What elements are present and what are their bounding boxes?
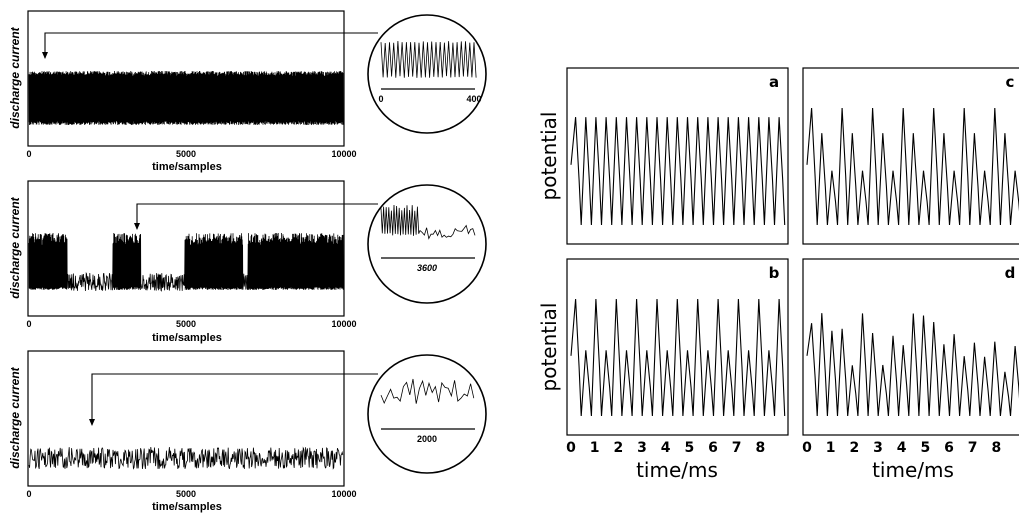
left-middle-pointer-line	[136, 203, 378, 229]
right-left-xtick-8: 8	[755, 440, 765, 456]
left-bottom-inset-circle	[367, 354, 487, 474]
right-right-xtick-4: 4	[897, 440, 907, 456]
left-bottom-plot-frame	[27, 350, 345, 487]
left-middle-plot-frame	[27, 180, 345, 317]
right-right-xtick-1: 1	[826, 440, 836, 456]
right-right-xtick-7: 7	[968, 440, 978, 456]
panel-a-frame	[566, 67, 789, 245]
left-bottom-xtick-0: 0	[26, 489, 31, 499]
left-top-pointer-line	[44, 32, 378, 58]
left-bottom-pointer-arrow	[89, 419, 95, 426]
left-top-xtick-1: 5000	[176, 149, 196, 159]
left-middle-inset-tick: 3600	[417, 263, 437, 273]
left-bottom-xtick-1: 5000	[176, 489, 196, 499]
left-bottom-inset-line	[380, 378, 475, 405]
panel-d-frame	[802, 258, 1019, 436]
right-left-xlabel: time/ms	[636, 458, 718, 482]
left-top-ylabel: discharge current	[8, 26, 22, 128]
right-left-xtick-2: 2	[613, 440, 623, 456]
panel-d-label: d	[1005, 264, 1016, 282]
right-panel-d: d	[802, 258, 1019, 436]
right-right-xtick-2: 2	[849, 440, 859, 456]
left-top-chart: discharge current 0 5000 10000 time/samp…	[8, 10, 487, 173]
right-top-ylabel: potential	[537, 112, 561, 201]
panel-a-label: a	[769, 73, 779, 91]
right-right-xtick-5: 5	[920, 440, 930, 456]
left-top-pointer-arrow	[42, 52, 48, 59]
left-top-xlabel: time/samples	[152, 161, 222, 173]
left-middle-inset-circle	[367, 184, 487, 304]
left-middle-series-line	[28, 232, 344, 292]
left-bottom-xtick-2: 10000	[331, 489, 356, 499]
left-bottom-ylabel: discharge current	[8, 366, 22, 468]
panel-c-series-line	[806, 107, 1019, 226]
left-top-inset-circle	[367, 14, 487, 134]
left-middle-pointer-arrow	[134, 223, 140, 230]
left-middle-xlabel: time/samples	[152, 332, 222, 344]
panel-b-series-line	[570, 298, 786, 417]
right-right-xtick-0: 0	[802, 440, 812, 456]
panel-d-series-line	[806, 313, 1019, 417]
left-top-series-line	[28, 70, 344, 126]
left-middle-xtick-1: 5000	[176, 319, 196, 329]
left-middle-xtick-2: 10000	[331, 319, 356, 329]
left-middle-chart: discharge current 0 5000 10000 time/samp…	[8, 180, 487, 344]
panel-b-frame	[566, 258, 789, 436]
left-middle-inset-line	[380, 204, 476, 240]
left-top-xtick-0: 0	[26, 149, 31, 159]
right-left-xtick-4: 4	[661, 440, 671, 456]
right-left-xtick-0: 0	[566, 440, 576, 456]
right-right-xtick-3: 3	[873, 440, 883, 456]
left-top-inset-tick-1: 400	[466, 94, 481, 104]
panel-a-series-line	[570, 117, 786, 226]
left-top-xtick-2: 10000	[331, 149, 356, 159]
panel-c-frame	[802, 67, 1019, 245]
left-top-plot-frame	[27, 10, 345, 147]
left-bottom-series-line	[28, 446, 344, 470]
right-right-xtick-6: 6	[944, 440, 954, 456]
left-top-inset-line	[380, 40, 477, 78]
right-left-xtick-6: 6	[708, 440, 718, 456]
right-panel-c: c	[802, 67, 1019, 245]
panel-c-label: c	[1006, 73, 1015, 91]
panel-b-label: b	[769, 264, 780, 282]
left-bottom-chart: discharge current 0 5000 10000 time/samp…	[8, 350, 487, 513]
right-right-xtick-8: 8	[991, 440, 1001, 456]
left-bottom-xlabel: time/samples	[152, 501, 222, 513]
right-panel-b: b	[566, 258, 789, 436]
left-top-inset-tick-0: 0	[378, 94, 383, 104]
right-bottom-ylabel: potential	[537, 303, 561, 392]
left-middle-ylabel: discharge current	[8, 196, 22, 298]
right-left-xtick-3: 3	[637, 440, 647, 456]
left-middle-xtick-0: 0	[26, 319, 31, 329]
right-left-xtick-5: 5	[684, 440, 694, 456]
right-left-xtick-1: 1	[590, 440, 600, 456]
left-bottom-inset-tick: 2000	[417, 434, 437, 444]
right-right-xlabel: time/ms	[872, 458, 954, 482]
right-panel-a: a	[566, 67, 789, 245]
right-left-xtick-7: 7	[732, 440, 742, 456]
left-bottom-pointer-line	[91, 373, 378, 425]
